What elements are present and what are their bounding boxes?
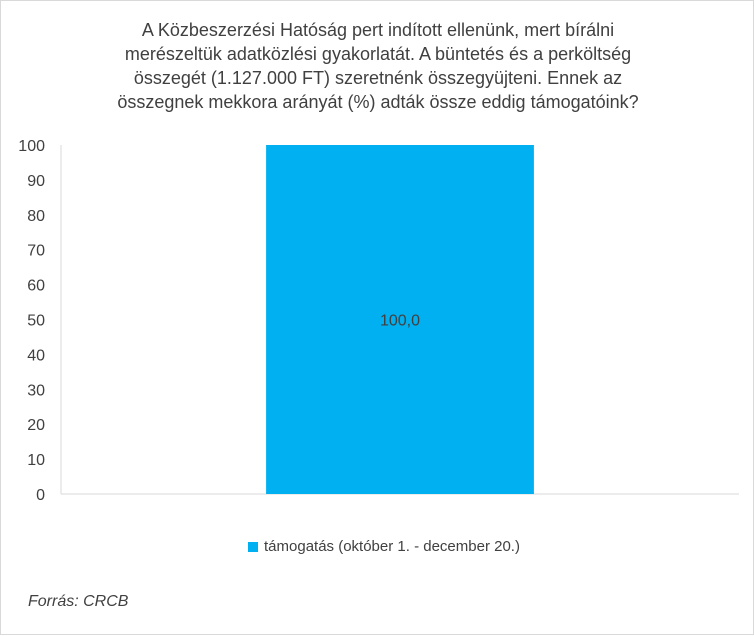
y-tick-label: 70 — [27, 243, 45, 260]
y-tick-label: 50 — [27, 313, 45, 330]
y-tick-label: 90 — [27, 173, 45, 190]
y-tick-label: 0 — [36, 487, 45, 504]
y-tick-label: 80 — [27, 208, 45, 225]
y-tick-label: 10 — [27, 452, 45, 469]
bar-data-label: 100,0 — [380, 313, 420, 330]
y-tick-label: 100 — [18, 138, 45, 155]
y-tick-label: 20 — [27, 417, 45, 434]
y-tick-label: 30 — [27, 382, 45, 399]
y-tick-label: 60 — [27, 278, 45, 295]
legend: támogatás (október 1. - december 20.) — [248, 538, 520, 555]
legend-label: támogatás (október 1. - december 20.) — [264, 538, 520, 555]
bar — [266, 145, 534, 494]
chart-title: A Közbeszerzési Hatóság pert indított el… — [117, 20, 639, 112]
source-note: Forrás: CRCB — [28, 593, 129, 610]
y-tick-label: 40 — [27, 347, 45, 364]
legend-swatch — [248, 541, 258, 552]
